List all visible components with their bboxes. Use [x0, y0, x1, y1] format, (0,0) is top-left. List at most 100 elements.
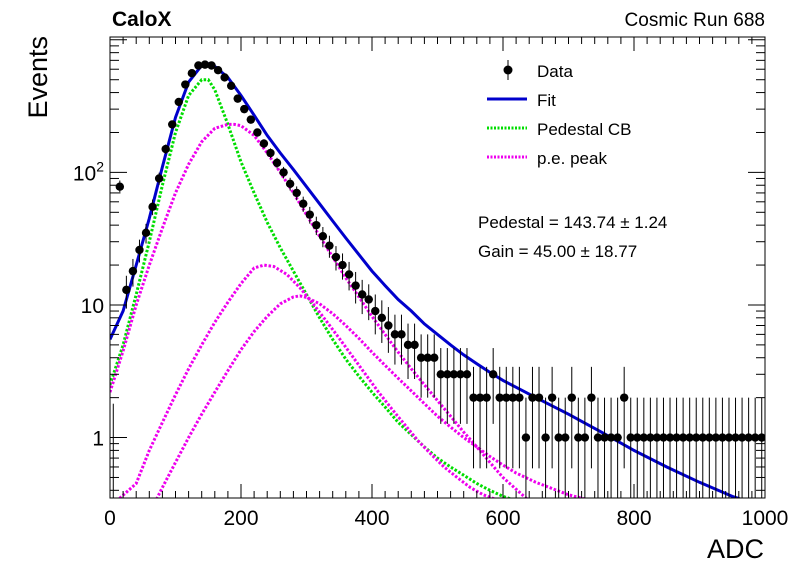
data-point-marker: [259, 139, 269, 148]
data-point: [698, 397, 707, 498]
x-tick-label: 200: [223, 507, 258, 530]
data-point-marker: [194, 61, 203, 70]
data-point: [220, 73, 229, 82]
header-left-label: CaloX: [112, 8, 172, 31]
data-point-marker: [593, 433, 603, 442]
data-point-marker: [364, 295, 373, 304]
data-point-marker: [626, 433, 635, 442]
data-point: [174, 97, 183, 107]
data-point: [488, 348, 498, 424]
data-point-marker: [135, 245, 144, 255]
data-point-marker: [495, 393, 504, 402]
data-point: [299, 196, 308, 212]
data-point-marker: [148, 202, 157, 212]
x-tick-label: 1000: [742, 507, 789, 530]
data-point: [285, 177, 295, 191]
data-point-marker: [181, 80, 190, 89]
data-point: [148, 199, 157, 216]
data-point-marker: [246, 115, 256, 124]
data-point-marker: [633, 433, 642, 442]
data-point-marker: [285, 179, 295, 189]
data-point: [600, 397, 609, 498]
data-point-marker: [292, 188, 301, 198]
data-point-marker: [331, 252, 341, 262]
data-point-marker: [357, 290, 367, 299]
data-point-marker: [410, 340, 419, 350]
data-point-marker: [154, 174, 164, 183]
data-point: [279, 166, 288, 179]
data-point-marker: [672, 433, 681, 442]
data-point: [351, 271, 360, 304]
data-point: [416, 334, 426, 398]
data-point-marker: [423, 353, 432, 362]
data-point-marker: [587, 393, 596, 402]
data-point: [115, 180, 125, 194]
data-point-marker: [456, 370, 465, 379]
data-point-marker: [600, 433, 609, 442]
data-point-marker: [187, 68, 197, 78]
data-point-marker: [240, 104, 249, 114]
data-point-marker: [698, 433, 707, 442]
legend-pedestal-label: Pedestal CB: [537, 120, 632, 139]
data-point: [462, 348, 472, 424]
data-point: [619, 366, 629, 469]
data-point-marker: [613, 433, 622, 442]
fit-gain-text: Gain = 45.00 ± 18.77: [478, 242, 637, 261]
data-point: [364, 284, 373, 321]
data-point-marker: [515, 393, 524, 402]
data-point: [181, 80, 190, 89]
data-point-marker: [692, 433, 701, 442]
data-point-marker: [646, 433, 655, 442]
data-point-marker: [482, 393, 491, 402]
data-point: [259, 139, 269, 149]
data-point: [515, 366, 524, 469]
data-point: [626, 397, 635, 498]
data-point-marker: [639, 433, 649, 442]
data-point-marker: [528, 393, 537, 402]
data-point-marker: [312, 220, 321, 230]
series-5-p-e-peak-curve: [155, 294, 588, 498]
data-point-marker: [233, 94, 242, 103]
data-point: [272, 157, 282, 169]
data-point: [456, 348, 465, 424]
data-point-marker: [521, 433, 531, 442]
data-point: [312, 216, 321, 236]
data-point: [403, 323, 413, 380]
data-point-marker: [488, 370, 498, 379]
data-point: [436, 348, 445, 424]
data-point-marker: [711, 433, 721, 442]
data-point-marker: [475, 393, 485, 402]
data-point-marker: [325, 241, 334, 250]
data-point: [587, 366, 596, 469]
data-point-marker: [305, 210, 314, 219]
data-point-marker: [266, 148, 275, 158]
data-point: [305, 206, 314, 224]
data-point-marker: [685, 433, 694, 442]
data-point-marker: [430, 353, 439, 362]
data-point-marker: [207, 61, 216, 70]
data-point: [213, 65, 223, 75]
data-point: [325, 235, 334, 258]
data-point-marker: [469, 393, 478, 402]
data-point: [226, 81, 236, 90]
data-point-marker: [561, 433, 570, 442]
data-point-marker: [344, 270, 354, 279]
data-point-marker: [371, 306, 380, 316]
fit-pedestal-text: Pedestal = 143.74 ± 1.24: [478, 213, 667, 232]
data-point-marker: [226, 81, 236, 90]
data-point-marker: [502, 393, 511, 402]
data-point: [331, 246, 341, 271]
data-point-marker: [574, 433, 583, 442]
legend-entry-fit: Fit: [487, 91, 556, 110]
data-point-marker: [272, 158, 282, 168]
data-point: [410, 323, 419, 380]
series-3-p-e-peak-curve: [110, 122, 529, 498]
header-right-label: Cosmic Run 688: [625, 10, 765, 31]
data-point-marker: [508, 393, 518, 402]
data-point: [495, 366, 504, 469]
legend-entry-pedestal: Pedestal CB: [487, 120, 632, 139]
legend-entry-data: Data: [503, 60, 573, 81]
data-point: [705, 397, 714, 498]
x-tick-label: 400: [354, 507, 389, 530]
